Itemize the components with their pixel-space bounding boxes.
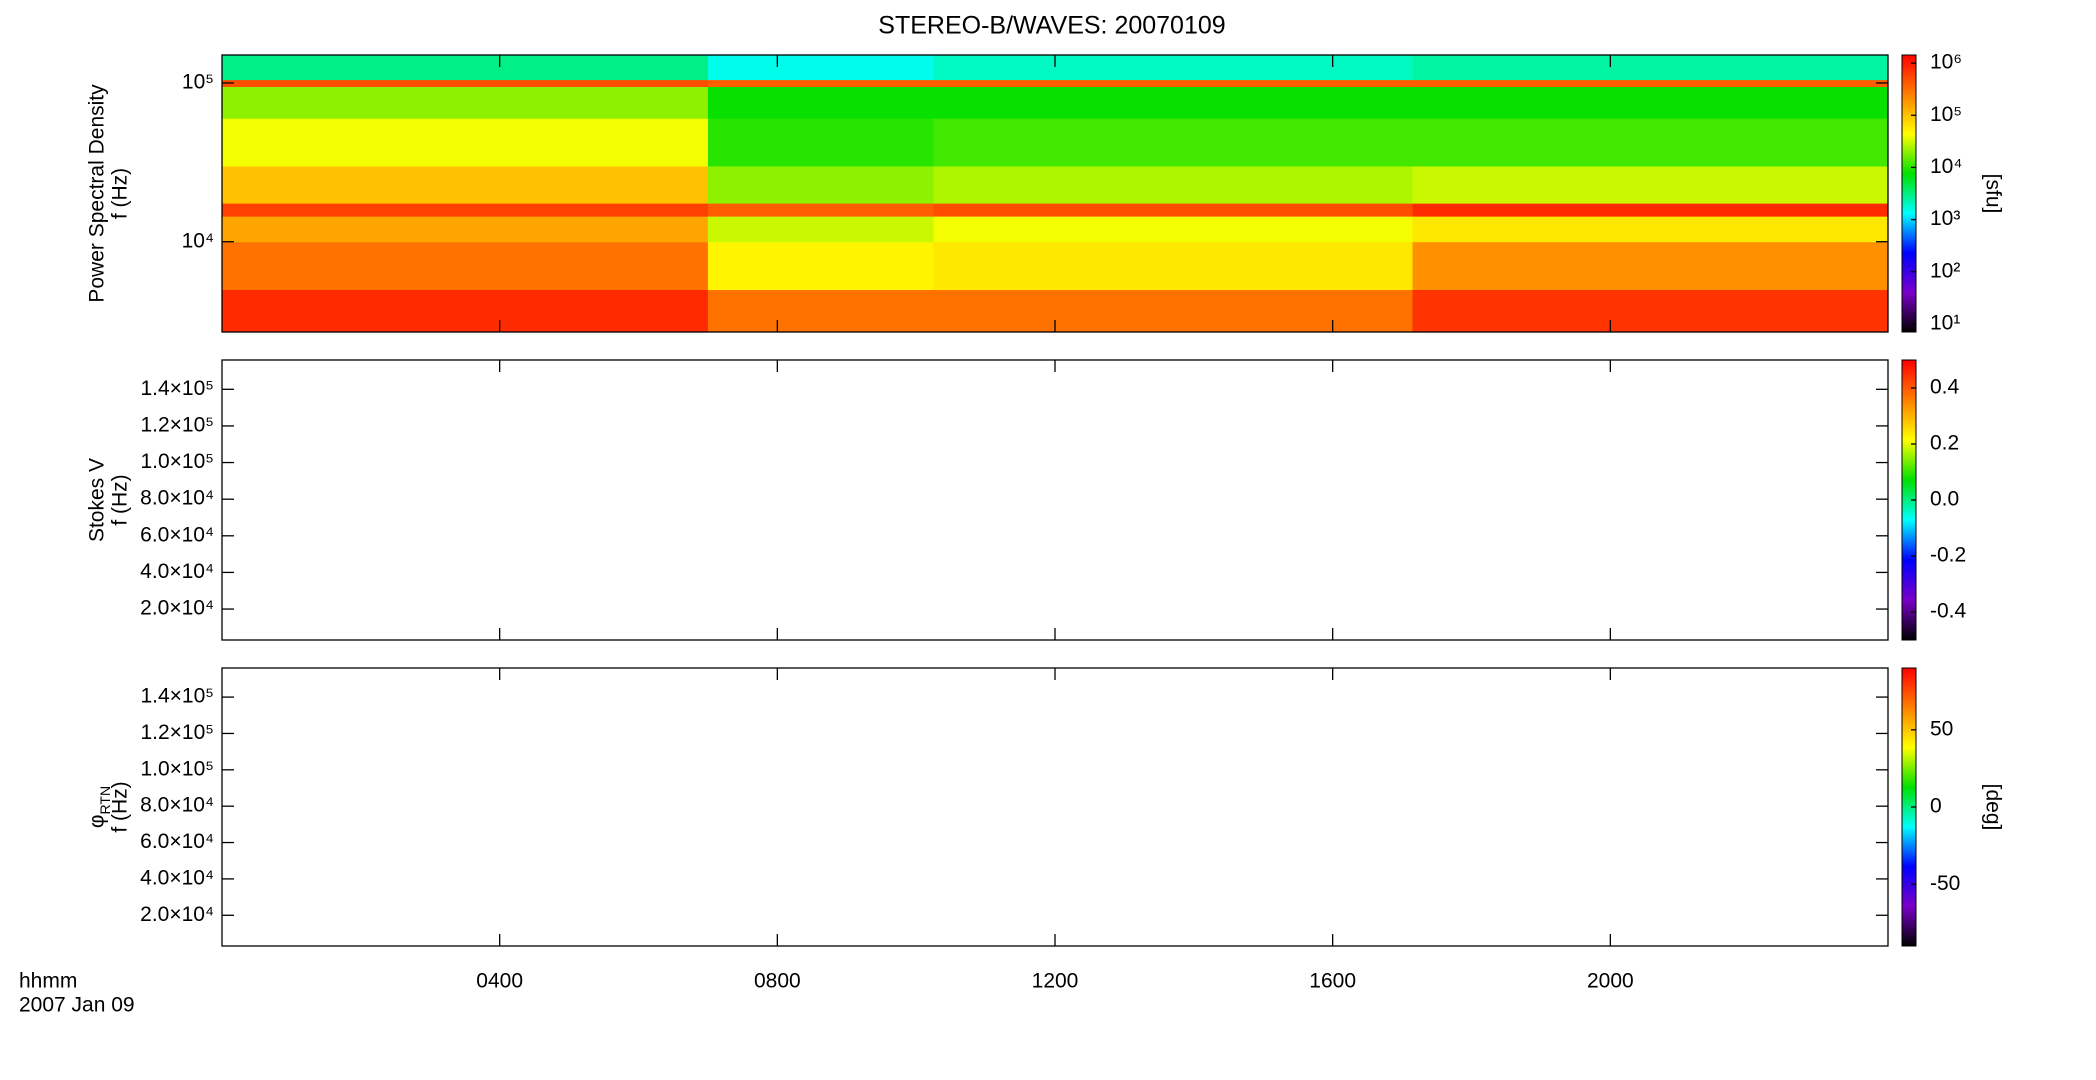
heat-cell (1412, 165, 1889, 204)
chart-title: STEREO-B/WAVES: 20070109 (878, 12, 1225, 40)
y-tick-label: 10⁵ (182, 71, 214, 94)
colorbar-tick-label: 10⁴ (1930, 155, 1962, 178)
heat-cell (222, 289, 709, 333)
x-tick-label: 1200 (1032, 970, 1079, 993)
heat-cell (222, 55, 709, 81)
colorbar-tick-label: 10³ (1930, 207, 1960, 230)
x-tick-label: 2000 (1587, 970, 1634, 993)
y-axis-label: f (Hz) (109, 474, 132, 525)
heat-cell (933, 55, 1413, 81)
colorbar-tick-label: -0.2 (1930, 544, 1966, 567)
heat-cell (222, 216, 709, 243)
heat-cell (222, 79, 709, 87)
colorbar-tick-label: 10¹ (1930, 311, 1960, 334)
y-tick-label: 2.0×10⁴ (140, 903, 214, 926)
heat-cell (1412, 118, 1889, 167)
heat-cell (933, 165, 1413, 204)
y-tick-label: 8.0×10⁴ (140, 794, 214, 817)
x-tick-label: 0800 (754, 970, 801, 993)
heat-cell (1412, 79, 1889, 87)
y-tick-label: 4.0×10⁴ (140, 866, 214, 889)
heat-cell (933, 216, 1413, 243)
x-tick-label: 1600 (1309, 970, 1356, 993)
colorbar-tick-label: 50 (1930, 717, 1953, 740)
y-tick-label: 6.0×10⁴ (140, 523, 214, 546)
heat-cell (1412, 216, 1889, 243)
colorbar-label: [sfu] (1981, 174, 2004, 214)
colorbar-label: [deg] (1981, 784, 2004, 831)
heat-cell (707, 118, 935, 167)
y-axis-label: Stokes V (86, 458, 109, 542)
heat-cell (1412, 289, 1889, 333)
colorbar-tick-label: -50 (1930, 872, 1960, 895)
y-tick-label: 1.4×10⁵ (140, 377, 214, 400)
heat-cell (1412, 203, 1889, 217)
heat-cell (1412, 241, 1889, 291)
heat-cell (933, 86, 1413, 119)
heat-cell (1412, 86, 1889, 119)
y-tick-label: 4.0×10⁴ (140, 560, 214, 583)
y-tick-label: 10⁴ (182, 229, 214, 252)
x-tick-label: 0400 (476, 970, 523, 993)
heat-cell (222, 118, 709, 167)
y-axis-label: Power Spectral Density (86, 84, 109, 303)
heat-cell (707, 241, 935, 291)
y-tick-label: 1.4×10⁵ (140, 685, 214, 708)
heat-cell (707, 216, 935, 243)
colorbar-tick-label: 0.4 (1930, 376, 1960, 399)
colorbar-tick-label: 0.2 (1930, 432, 1959, 455)
heat-cell (933, 79, 1413, 87)
y-tick-label: 1.2×10⁵ (140, 413, 214, 436)
y-tick-label: 1.0×10⁵ (140, 450, 214, 473)
y-tick-label: 6.0×10⁴ (140, 830, 214, 853)
heat-cell (222, 86, 709, 119)
colorbar-tick-label: 10² (1930, 259, 1960, 282)
x-axis-label: hhmm (19, 970, 77, 993)
heat-cell (933, 289, 1413, 333)
date-label: 2007 Jan 09 (19, 994, 135, 1017)
heat-cell (1412, 55, 1889, 81)
plot-frame (221, 359, 1889, 641)
heat-cell (933, 241, 1413, 291)
heat-cell (222, 241, 709, 291)
heat-cell (933, 118, 1413, 167)
heat-cell (707, 55, 935, 81)
y-tick-label: 1.0×10⁵ (140, 757, 214, 780)
y-tick-label: 2.0×10⁴ (140, 597, 214, 620)
y-axis-label-subscript: RTN (97, 786, 113, 815)
colorbar-tick-label: 10⁵ (1930, 103, 1962, 126)
y-tick-label: 8.0×10⁴ (140, 487, 214, 510)
heat-cell (222, 203, 709, 217)
heat-cell (707, 165, 935, 204)
y-tick-label: 1.2×10⁵ (140, 721, 214, 744)
colorbar-tick-label: -0.4 (1930, 600, 1967, 623)
colorbar (1901, 54, 1917, 333)
heat-cell (707, 79, 935, 87)
colorbar-tick-label: 10⁶ (1930, 51, 1962, 74)
heat-cell (707, 203, 935, 217)
heat-cell (222, 165, 709, 204)
heat-cell (933, 203, 1413, 217)
colorbar-tick-label: 0 (1930, 795, 1942, 818)
colorbar-tick-label: 0.0 (1930, 488, 1959, 511)
plot-frame (221, 667, 1889, 947)
y-axis-label: f (Hz) (109, 168, 132, 219)
heat-cell (707, 289, 935, 333)
y-axis-label: f (Hz) (109, 781, 132, 832)
heat-cell (707, 86, 935, 119)
